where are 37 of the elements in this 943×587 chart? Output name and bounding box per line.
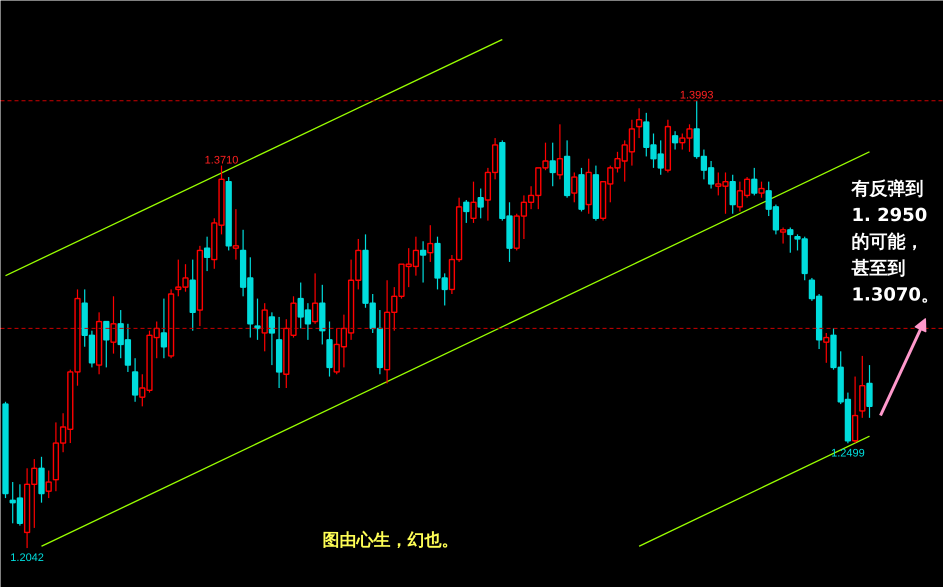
candlestick <box>730 174 736 214</box>
candlestick <box>204 236 210 272</box>
candlestick <box>46 470 52 499</box>
candlestick <box>672 130 678 150</box>
candlestick <box>636 108 642 139</box>
annotation: 1.2042 <box>10 552 44 564</box>
annotation: 1.3070。 <box>852 284 939 306</box>
candlestick <box>866 364 873 418</box>
candlestick <box>470 181 477 224</box>
candlestick <box>312 272 318 324</box>
annotation: 的可能， <box>852 232 924 252</box>
candlestick <box>103 320 110 368</box>
annotation: 图由心生，幻也。 <box>322 530 458 550</box>
candlestick <box>262 302 268 352</box>
candlestick <box>571 172 578 203</box>
candlestick <box>751 167 758 196</box>
annotation: 1.3993 <box>680 90 714 102</box>
candlestick <box>787 226 794 254</box>
candlestick <box>463 199 470 224</box>
candlestick <box>556 124 564 180</box>
candlestick <box>780 226 786 244</box>
candlestick <box>478 188 484 219</box>
candlestick <box>427 224 434 262</box>
annotation: 1.2499 <box>831 447 865 460</box>
annotation: 有反弹到 <box>850 178 924 200</box>
candlestick <box>268 312 276 366</box>
annotation: 甚至到 <box>850 258 906 279</box>
candlestick <box>550 142 556 187</box>
candlestick <box>420 240 426 284</box>
candlestick <box>758 181 765 198</box>
candlestick <box>132 358 138 402</box>
candlestick <box>160 298 168 359</box>
candlestick <box>823 332 830 364</box>
annotation: 1. 2950 <box>852 205 928 226</box>
candlestick <box>232 208 240 260</box>
candlestick <box>110 296 117 354</box>
annotation: 1.3710 <box>204 154 238 167</box>
